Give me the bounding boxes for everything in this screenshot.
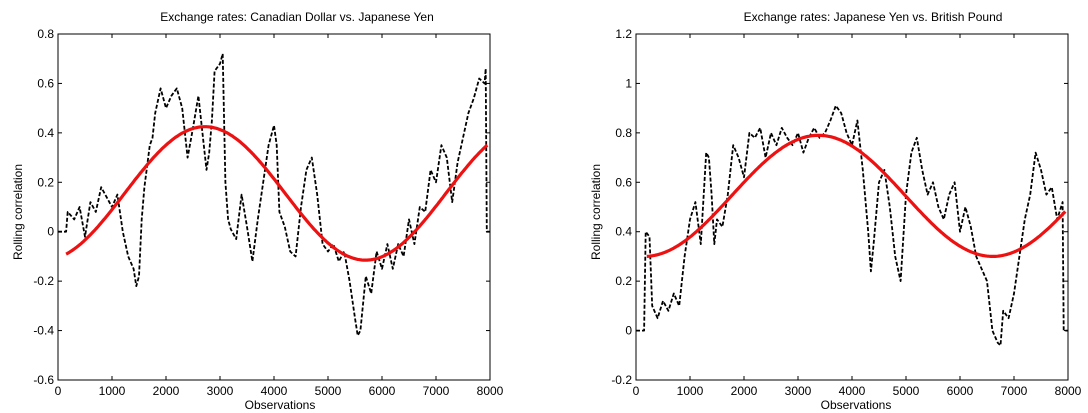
left-y-axis-label: Rolling correlation xyxy=(11,164,25,260)
left-chart-title: Exchange rates: Canadian Dollar vs. Japa… xyxy=(160,10,434,24)
right-chart-title: Exchange rates: Japanese Yen vs. British… xyxy=(744,10,1003,24)
y-tick-label: 0.4 xyxy=(615,225,632,239)
x-tick-label: 0 xyxy=(633,384,640,398)
right-y-tick-labels: -0.2 0 0.2 0.4 0.6 0.8 1 1.2 xyxy=(611,27,632,387)
x-tick-label: 4000 xyxy=(839,384,866,398)
y-tick-label: -0.4 xyxy=(33,324,54,338)
y-tick-label: 1 xyxy=(625,76,632,90)
y-tick-label: 0 xyxy=(625,324,632,338)
x-tick-label: 7000 xyxy=(423,384,450,398)
y-tick-label: 0.8 xyxy=(37,27,54,41)
y-tick-label: 0 xyxy=(47,225,54,239)
x-tick-label: 5000 xyxy=(315,384,342,398)
y-tick-label: 0.6 xyxy=(615,175,632,189)
x-tick-label: 6000 xyxy=(947,384,974,398)
x-tick-label: 8000 xyxy=(477,384,504,398)
left-plot-area xyxy=(57,33,491,381)
y-tick-label: -0.2 xyxy=(33,274,54,288)
x-tick-label: 3000 xyxy=(207,384,234,398)
fitted-sinusoid-line xyxy=(65,125,489,262)
right-plot-area xyxy=(635,33,1069,381)
x-tick-label: 8000 xyxy=(1055,384,1082,398)
y-tick-label: 0.6 xyxy=(37,76,54,90)
left-x-axis-label: Observations xyxy=(245,398,316,412)
right-x-axis-label: Observations xyxy=(821,398,892,412)
y-tick-label: 0.4 xyxy=(37,126,54,140)
rolling-correlation-line xyxy=(636,104,1068,347)
left-y-tick-labels: -0.6 -0.4 -0.2 0 0.2 0.4 0.6 0.8 xyxy=(33,27,54,387)
y-tick-label: -0.2 xyxy=(611,373,632,387)
x-tick-label: 5000 xyxy=(893,384,920,398)
left-x-tick-labels: 0 1000 2000 3000 4000 5000 6000 7000 8000 xyxy=(55,384,504,398)
x-tick-label: 2000 xyxy=(153,384,180,398)
y-tick-label: 1.2 xyxy=(615,27,632,41)
x-tick-label: 1000 xyxy=(677,384,704,398)
x-tick-label: 7000 xyxy=(1001,384,1028,398)
x-tick-label: 6000 xyxy=(369,384,396,398)
y-tick-label: 0.2 xyxy=(615,274,632,288)
y-tick-label: 0.2 xyxy=(37,175,54,189)
right-y-axis-label: Rolling correlation xyxy=(589,164,603,260)
x-tick-label: 2000 xyxy=(731,384,758,398)
x-tick-label: 1000 xyxy=(99,384,126,398)
axes-box xyxy=(635,33,1069,381)
left-ylabel-text: Rolling correlation xyxy=(11,164,25,260)
right-x-tick-labels: 0 1000 2000 3000 4000 5000 6000 7000 8000 xyxy=(633,384,1082,398)
fitted-sinusoid-line xyxy=(646,133,1067,258)
x-tick-label: 4000 xyxy=(261,384,288,398)
x-tick-label: 3000 xyxy=(785,384,812,398)
rolling-correlation-line xyxy=(58,52,490,337)
x-tick-label: 0 xyxy=(55,384,62,398)
right-ylabel-text: Rolling correlation xyxy=(589,164,603,260)
y-tick-label: -0.6 xyxy=(33,373,54,387)
y-tick-label: 0.8 xyxy=(615,126,632,140)
right-panel: Exchange rates: Japanese Yen vs. British… xyxy=(589,10,1082,412)
left-panel: Exchange rates: Canadian Dollar vs. Japa… xyxy=(11,10,504,412)
